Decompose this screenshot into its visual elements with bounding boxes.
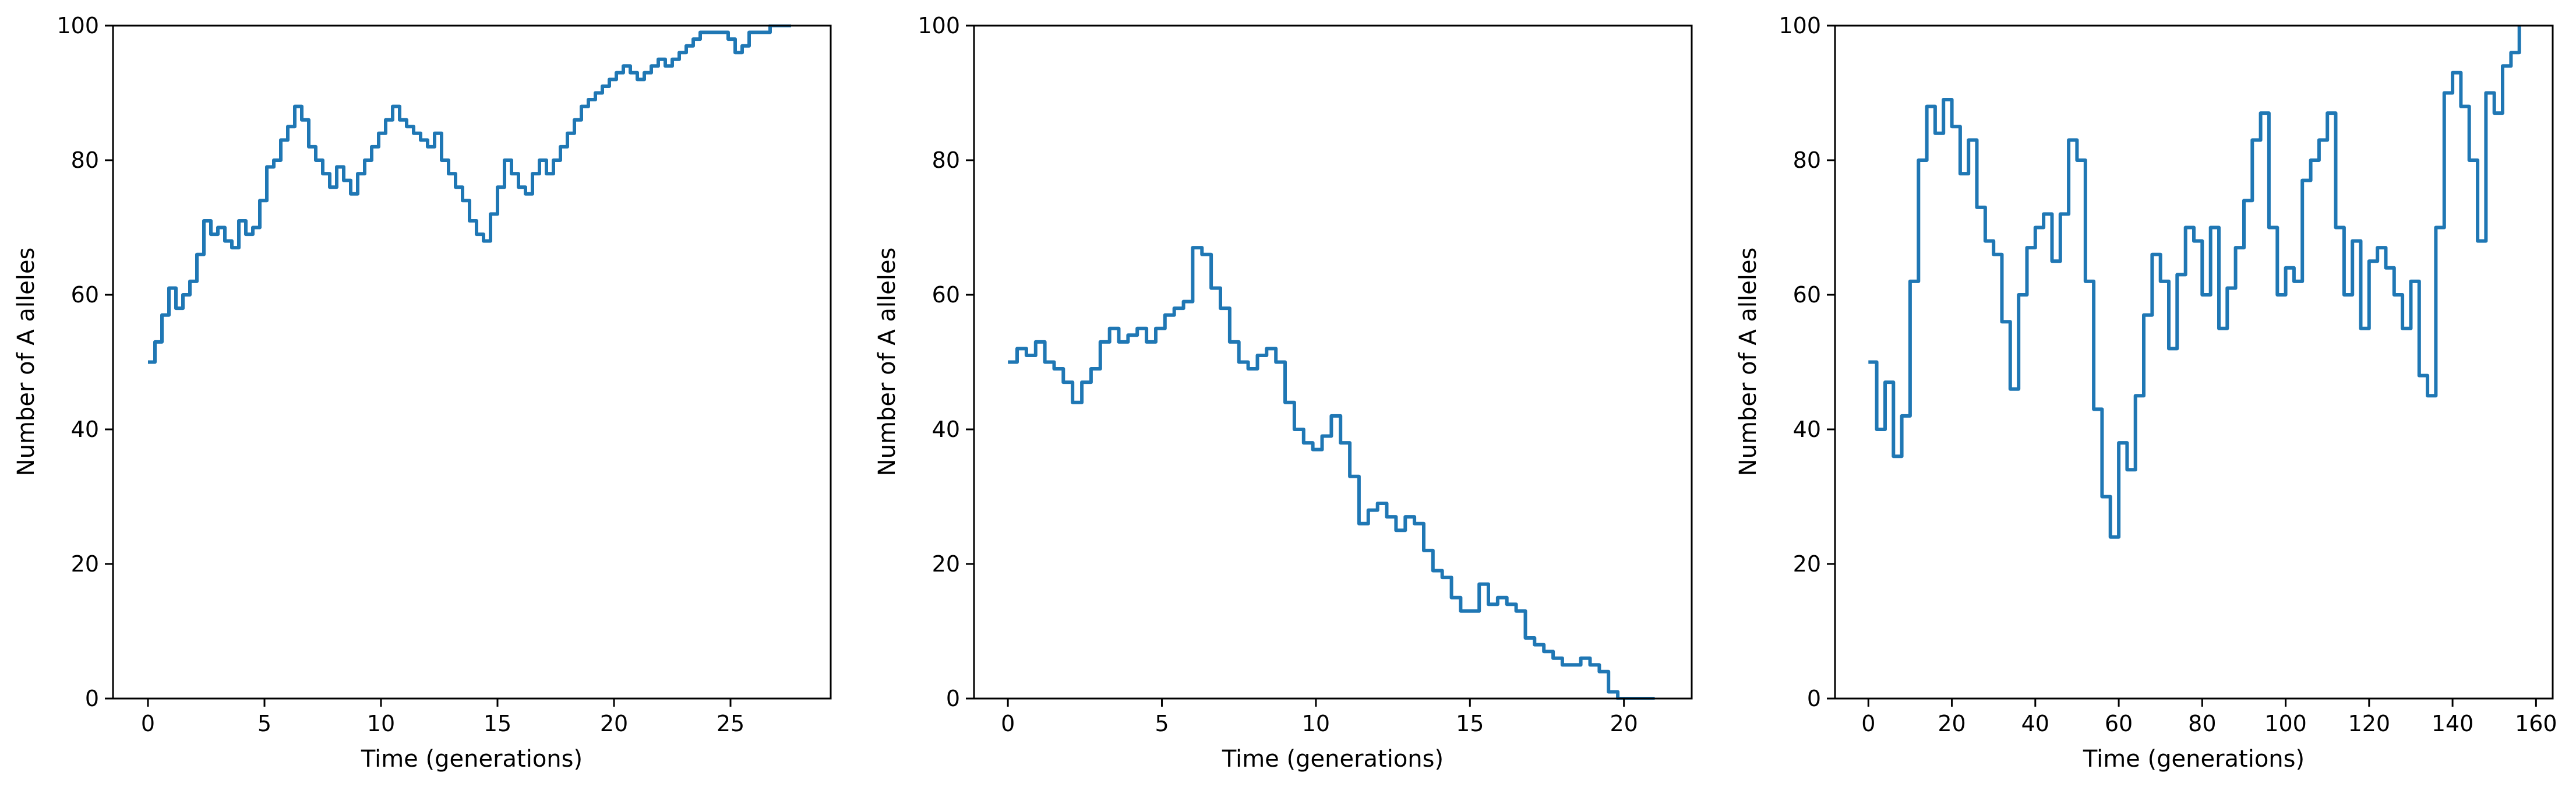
chart-panel-3: 0 20 40 60 80 100 120 140 160 0 20 40 60 80 100 Time (… <box>1735 13 2557 773</box>
x-tick-label: 120 <box>2348 711 2391 736</box>
y-tick-label: 80 <box>71 147 99 173</box>
x-tick-label: 15 <box>1456 711 1484 736</box>
plot-frame-2 <box>973 24 1693 700</box>
y-tick-label: 20 <box>932 551 960 577</box>
x-tick-label: 20 <box>600 711 628 736</box>
x-tick-label: 5 <box>257 711 271 736</box>
y-tick-label: 0 <box>1807 686 1821 711</box>
series-line-2-1 <box>1008 246 1655 700</box>
x-tick-label: 5 <box>1155 711 1169 736</box>
y-axis-label-1: Number of A alleles <box>13 248 40 477</box>
axis-ticks-3: 0 20 40 60 80 100 120 140 160 0 20 40 60 80 100 <box>1779 13 2557 736</box>
x-tick-label: 20 <box>1610 711 1638 736</box>
x-axis-label-3: Time (generations) <box>2083 746 2305 773</box>
y-tick-label: 60 <box>1793 282 1821 308</box>
x-tick-label: 10 <box>367 711 395 736</box>
x-tick-label: 80 <box>2188 711 2216 736</box>
x-tick-label: 10 <box>1302 711 1330 736</box>
x-tick-label: 160 <box>2515 711 2557 736</box>
series-line-1-1 <box>148 24 791 364</box>
x-tick-label: 140 <box>2432 711 2474 736</box>
plot-lines-1 <box>148 24 791 364</box>
plot-lines-3 <box>1868 26 2521 539</box>
x-tick-label: 0 <box>141 711 155 736</box>
y-tick-label: 100 <box>1779 13 1821 38</box>
y-tick-label: 0 <box>85 686 99 711</box>
x-tick-label: 40 <box>2021 711 2049 736</box>
y-tick-label: 0 <box>946 686 960 711</box>
x-tick-label: 0 <box>1001 711 1015 736</box>
x-tick-label: 100 <box>2264 711 2307 736</box>
axis-ticks-2: 0 5 10 15 20 0 20 40 60 80 100 <box>918 13 1638 736</box>
x-tick-label: 20 <box>1938 711 1965 736</box>
y-axis-label-3: Number of A alleles <box>1735 248 1762 477</box>
y-tick-label: 20 <box>1793 551 1821 577</box>
plot-lines-2 <box>1008 246 1655 700</box>
y-tick-label: 80 <box>932 147 960 173</box>
y-tick-label: 40 <box>71 417 99 442</box>
y-tick-label: 60 <box>71 282 99 308</box>
y-tick-label: 100 <box>918 13 960 38</box>
series-line-3-1 <box>1868 26 2521 539</box>
y-tick-label: 40 <box>1793 417 1821 442</box>
y-tick-label: 80 <box>1793 147 1821 173</box>
y-axis-label-2: Number of A alleles <box>874 248 901 477</box>
chart-panel-1: 0 5 10 15 20 25 0 20 40 60 80 100 Time (generations… <box>13 13 832 773</box>
x-tick-label: 60 <box>2105 711 2133 736</box>
y-tick-label: 60 <box>932 282 960 308</box>
axis-ticks-1: 0 5 10 15 20 25 0 20 40 60 80 100 <box>57 13 744 736</box>
y-tick-label: 100 <box>57 13 99 38</box>
plot-frame-1 <box>112 24 832 700</box>
x-axis-label-1: Time (generations) <box>361 746 583 773</box>
x-axis-label-2: Time (generations) <box>1222 746 1444 773</box>
plot-frame-3 <box>1834 24 2554 700</box>
x-tick-label: 25 <box>717 711 744 736</box>
y-tick-label: 40 <box>932 417 960 442</box>
y-tick-label: 20 <box>71 551 99 577</box>
x-tick-label: 15 <box>484 711 511 736</box>
x-tick-label: 0 <box>1861 711 1875 736</box>
